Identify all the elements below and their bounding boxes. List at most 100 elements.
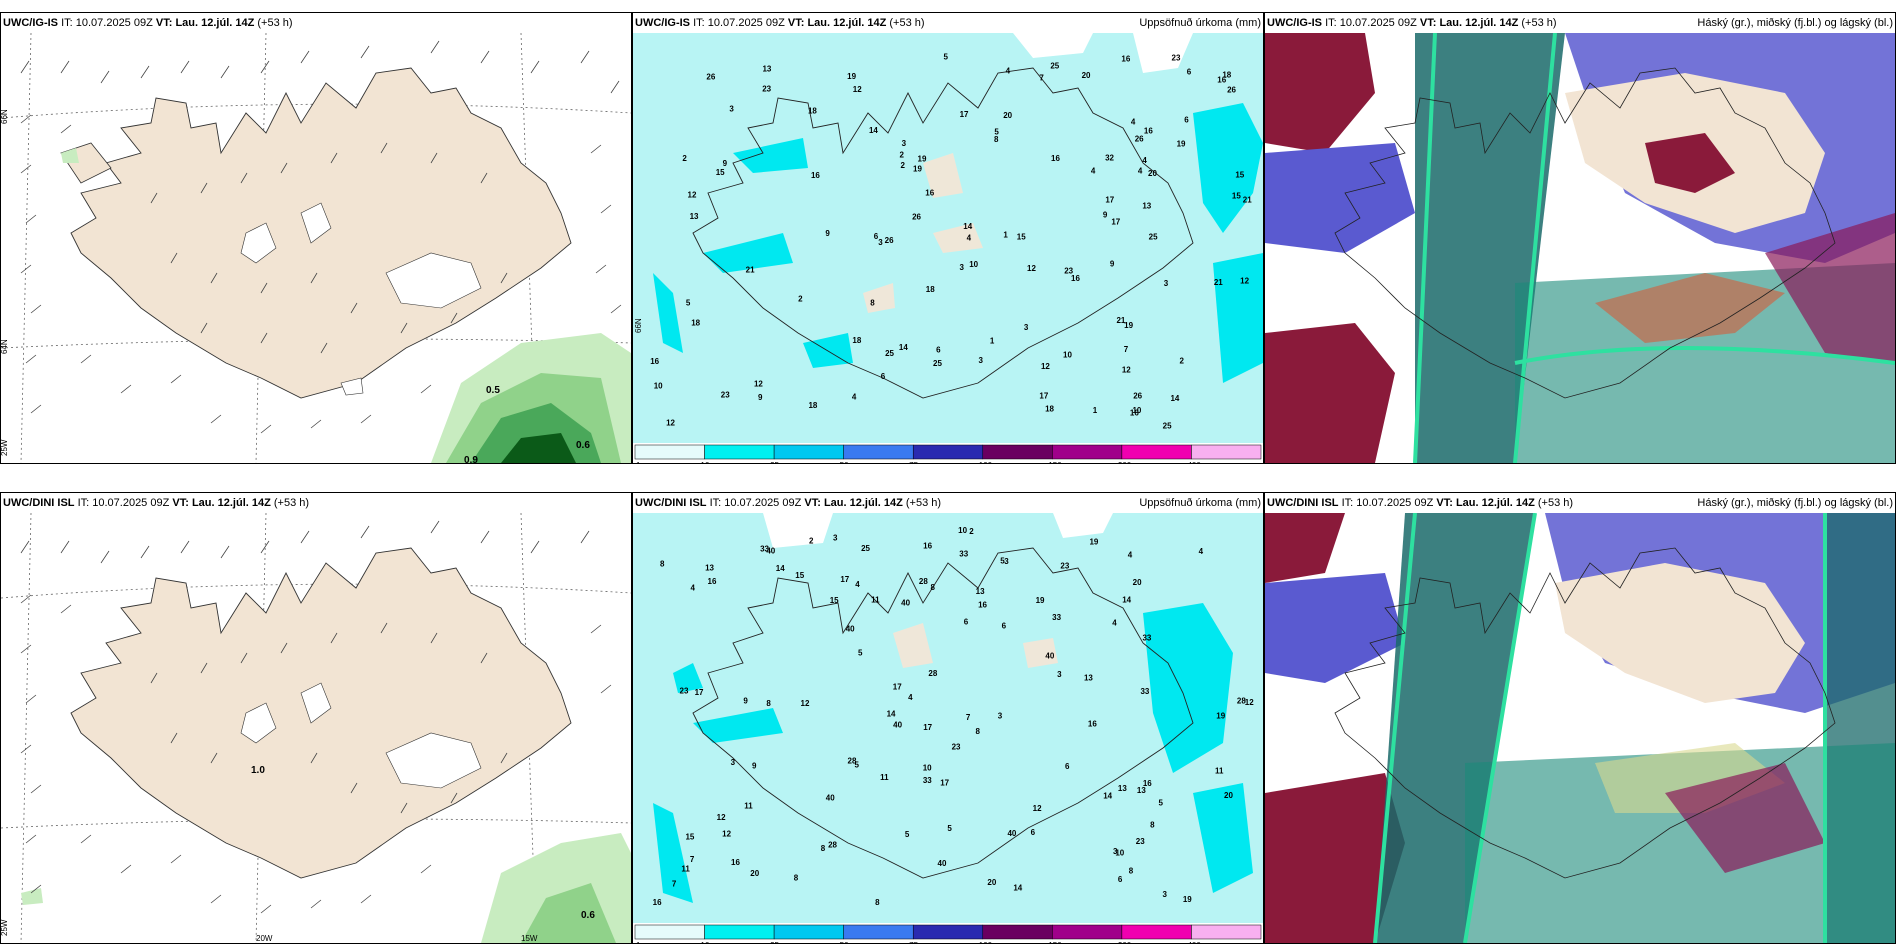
colorbar-tick: 400 [1187,941,1201,943]
precip-value: 2 [682,154,687,163]
precip-value: 14 [887,710,896,719]
precip-value: 9 [758,393,763,402]
precip-value: 16 [1071,274,1080,283]
precip-value: 6 [1184,115,1189,124]
precip-value: 13 [1084,673,1093,682]
precip-value: 23 [1172,53,1181,62]
colorbar-tick: 75 [909,941,918,943]
colorbar-tick: 150 [1048,461,1062,463]
precip-value: 40 [1045,651,1054,660]
precip-title: Uppsöfnuð úrkoma (mm) [1139,17,1261,29]
precip-value: 3 [998,712,1003,721]
precip-value: 5 [947,824,952,833]
colorbar-swatch [1191,444,1262,460]
precip-value: 10 [958,526,967,535]
precip-value: 26 [706,73,715,82]
colorbar-swatch [912,444,984,460]
colorbar-tick: 200 [1118,941,1132,943]
precip-value: 11 [744,802,753,811]
precip-value: 5 [686,298,691,307]
colorbar-swatch [1121,924,1192,940]
precip-value: 4 [1112,618,1117,627]
precip-value: 21 [1214,278,1223,287]
precip-value: 6 [881,372,886,381]
colorbar-tick: 10 [701,461,710,463]
precip-value: 10 [923,763,932,772]
precip-value: 40 [766,546,775,555]
precip-value: 18 [1045,405,1054,414]
precip-value: 32 [1105,154,1114,163]
precip-value: 12 [1122,365,1131,374]
precip-value: 17 [960,110,969,119]
precip-value: 28 [828,840,837,849]
precip-value: 20 [1148,169,1157,178]
precip-value: 1 [1093,406,1098,415]
colorbar-swatch [843,924,914,940]
panel-header: UWC/IG-IS IT: 10.07.2025 09Z VT: Lau. 12… [635,17,925,29]
precip-value: 25 [933,359,942,368]
colorbar-swatch [1052,444,1123,460]
precip-value: 9 [1103,211,1108,220]
colorbar-tick: 100 [979,461,993,463]
precip-value: 13 [1142,201,1151,210]
precip-value: 23 [762,84,771,93]
precip-value: 6 [1031,828,1036,837]
colorbar-tick: 50 [840,941,849,943]
precip-value: 3 [979,356,984,365]
precip-value: 8 [1150,821,1155,830]
precip-value: 3 [731,758,736,767]
colorbar-tick: 1 [636,941,641,943]
precip-value: 4 [852,393,857,402]
precip-value: 7 [1039,74,1044,83]
precip-value: 19 [1124,321,1133,330]
precip-value: 8 [660,559,665,568]
precip-value: 14 [1170,394,1179,403]
precip-value: 28 [1237,697,1246,706]
precip-value: 20 [750,869,759,878]
precip-value: 21 [1116,316,1125,325]
precip-value: 28 [928,669,937,678]
precip-value: 16 [925,189,934,198]
wind-barbs [20,40,622,434]
precip-value: 2 [798,295,803,304]
precip-map-panel-bottom: UWC/DINI ISL IT: 10.07.2025 09Z VT: Lau.… [632,492,1264,944]
precip-value: 5 [944,53,949,62]
cloud-map [1265,33,1895,463]
precip-value: 1 [1003,231,1008,240]
precip-value: 12 [1245,698,1254,707]
precip-value: 10 [1132,406,1141,415]
precip-value: 19 [1089,537,1098,546]
lat-label: 64N [1,339,9,354]
precip-value: 23 [952,743,961,752]
precip-values: 2942116121925923121812187146211011812516… [650,53,1252,431]
precip-value: 12 [754,380,763,389]
wind-map: 0.5 0.6 0.9 66N 64N 25W 20W [1,33,631,463]
precip-value: 11 [1215,766,1224,775]
precip-value: 25 [861,544,870,553]
precip-value: 13 [976,587,985,596]
precip-value: 8 [794,873,799,882]
colorbar-swatch [634,924,705,940]
precip-value: 2 [1180,357,1185,366]
wind-map-panel-bottom: UWC/DINI ISL IT: 10.07.2025 09Z VT: Lau.… [0,492,632,944]
colorbar-swatch [912,924,984,940]
precip-value: 12 [1033,804,1042,813]
precip-colorbar: 1 10 25 50 75 100 150 200 400 [634,924,1262,943]
precip-value: 4 [1128,550,1133,559]
precip-value: 14 [869,126,878,135]
precip-value: 19 [918,154,927,163]
precip-value: 7 [672,880,677,889]
precip-value: 19 [913,165,922,174]
precip-value: 19 [847,72,856,81]
precip-value: 19 [1216,711,1225,720]
panel-header: UWC/DINI ISL IT: 10.07.2025 09Z VT: Lau.… [635,497,942,509]
precip-value: 4 [908,693,913,702]
precip-value: 16 [811,171,820,180]
precip-value: 23 [680,687,689,696]
precip-value: 18 [808,106,817,115]
precip-value: 8 [1129,866,1134,875]
precip-value: 5 [855,760,860,769]
precip-value: 12 [1027,264,1036,273]
precip-value: 28 [919,577,928,586]
precip-value: 16 [1130,409,1139,418]
